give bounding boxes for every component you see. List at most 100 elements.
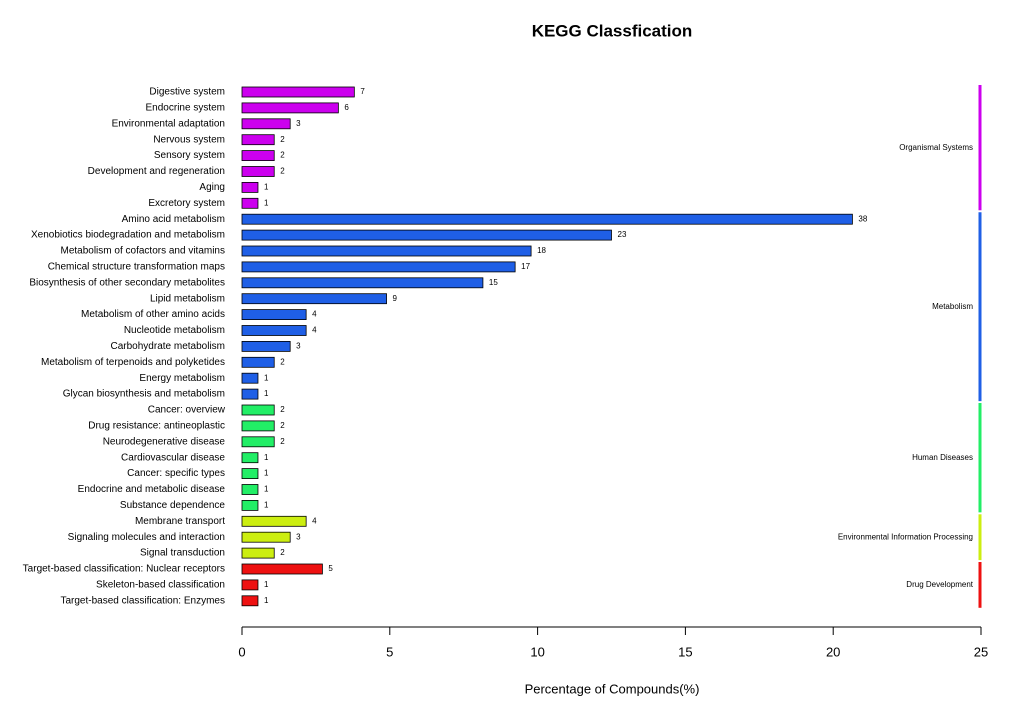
bar: [241, 547, 275, 559]
count-label: 3: [296, 342, 301, 351]
category-label: Development and regeneration: [88, 166, 225, 177]
bar: [241, 181, 259, 193]
count-label: 15: [489, 278, 498, 287]
x-tick-label: 15: [678, 644, 692, 659]
bar: [241, 340, 291, 352]
bar: [241, 356, 275, 368]
bar: [241, 197, 259, 209]
category-label: Cardiovascular disease: [121, 452, 225, 463]
count-label: 3: [296, 532, 301, 541]
count-label: 2: [280, 357, 285, 366]
bar: [241, 134, 275, 146]
count-label: 1: [264, 389, 269, 398]
count-label: 2: [280, 151, 285, 160]
bar: [241, 388, 259, 400]
count-label: 2: [280, 167, 285, 176]
category-label: Metabolism of other amino acids: [81, 309, 225, 320]
bar: [241, 213, 853, 225]
category-label: Carbohydrate metabolism: [111, 341, 226, 352]
bar: [241, 277, 484, 289]
category-label: Environmental adaptation: [112, 118, 225, 129]
bar: [241, 595, 259, 607]
bar: [241, 579, 259, 591]
category-label: Nucleotide metabolism: [124, 325, 225, 336]
count-label: 38: [858, 214, 867, 223]
count-label: 2: [280, 405, 285, 414]
count-label: 1: [264, 469, 269, 478]
category-label: Target-based classification: Nuclear rec…: [23, 564, 225, 575]
group-label: Metabolism: [932, 302, 973, 311]
category-label: Excretory system: [148, 198, 225, 209]
category-label: Signal transduction: [140, 548, 225, 559]
bar: [241, 531, 291, 543]
count-label: 2: [280, 421, 285, 430]
count-label: 1: [264, 485, 269, 494]
count-label: 9: [393, 294, 398, 303]
bar: [241, 420, 275, 432]
category-label: Endocrine and metabolic disease: [78, 484, 226, 495]
chart-title: KEGG Classfication: [532, 21, 693, 40]
x-tick-label: 25: [974, 644, 988, 659]
x-tick-label: 20: [826, 644, 840, 659]
category-label: Xenobiotics biodegradation and metabolis…: [31, 230, 225, 241]
bar: [241, 515, 307, 527]
bar: [241, 293, 387, 305]
count-label: 23: [618, 230, 627, 239]
category-label: Sensory system: [154, 150, 225, 161]
bar: [241, 436, 275, 448]
category-label: Neurodegenerative disease: [103, 436, 226, 447]
category-label: Nervous system: [153, 134, 225, 145]
category-label: Signaling molecules and interaction: [68, 532, 225, 543]
count-label: 3: [296, 119, 301, 128]
count-label: 4: [312, 310, 317, 319]
category-label: Substance dependence: [120, 500, 226, 511]
bar: [241, 563, 323, 575]
bar: [241, 261, 516, 273]
category-label: Lipid metabolism: [150, 293, 225, 304]
count-label: 6: [344, 103, 349, 112]
group-label: Drug Development: [906, 580, 973, 589]
x-tick-label: 0: [238, 644, 245, 659]
count-label: 1: [264, 183, 269, 192]
bar: [241, 499, 259, 511]
group-label: Organismal Systems: [899, 143, 973, 152]
count-label: 18: [537, 246, 546, 255]
bar: [241, 309, 307, 321]
bar: [241, 118, 291, 130]
count-label: 5: [328, 564, 333, 573]
category-label: Biosynthesis of other secondary metaboli…: [29, 277, 225, 288]
x-tick-label: 5: [386, 644, 393, 659]
count-label: 1: [264, 580, 269, 589]
bar: [241, 245, 532, 257]
bar: [241, 102, 339, 114]
count-label: 4: [312, 516, 317, 525]
x-tick-label: 10: [530, 644, 544, 659]
bar: [241, 166, 275, 177]
x-axis-label: Percentage of Compounds(%): [525, 681, 700, 696]
bar: [241, 372, 259, 384]
category-label: Drug resistance: antineoplastic: [88, 421, 225, 432]
bar: [241, 86, 355, 98]
category-label: Metabolism of cofactors and vitamins: [60, 246, 225, 257]
count-label: 7: [360, 87, 365, 96]
bar: [241, 404, 275, 416]
count-label: 1: [264, 501, 269, 510]
category-label: Chemical structure transformation maps: [48, 262, 225, 273]
category-label: Endocrine system: [146, 103, 225, 114]
bar: [241, 229, 612, 241]
category-label: Membrane transport: [135, 516, 225, 527]
category-label: Energy metabolism: [139, 373, 225, 384]
count-label: 1: [264, 198, 269, 207]
count-label: 4: [312, 326, 317, 335]
category-label: Aging: [199, 182, 225, 193]
count-label: 1: [264, 373, 269, 382]
category-label: Amino acid metabolism: [122, 214, 225, 225]
group-label: Human Diseases: [912, 453, 973, 462]
category-label: Cancer: overview: [148, 405, 226, 416]
category-label: Target-based classification: Enzymes: [60, 595, 225, 606]
bar: [241, 468, 259, 480]
bar: [241, 150, 275, 162]
count-label: 1: [264, 453, 269, 462]
bar: [241, 452, 259, 464]
